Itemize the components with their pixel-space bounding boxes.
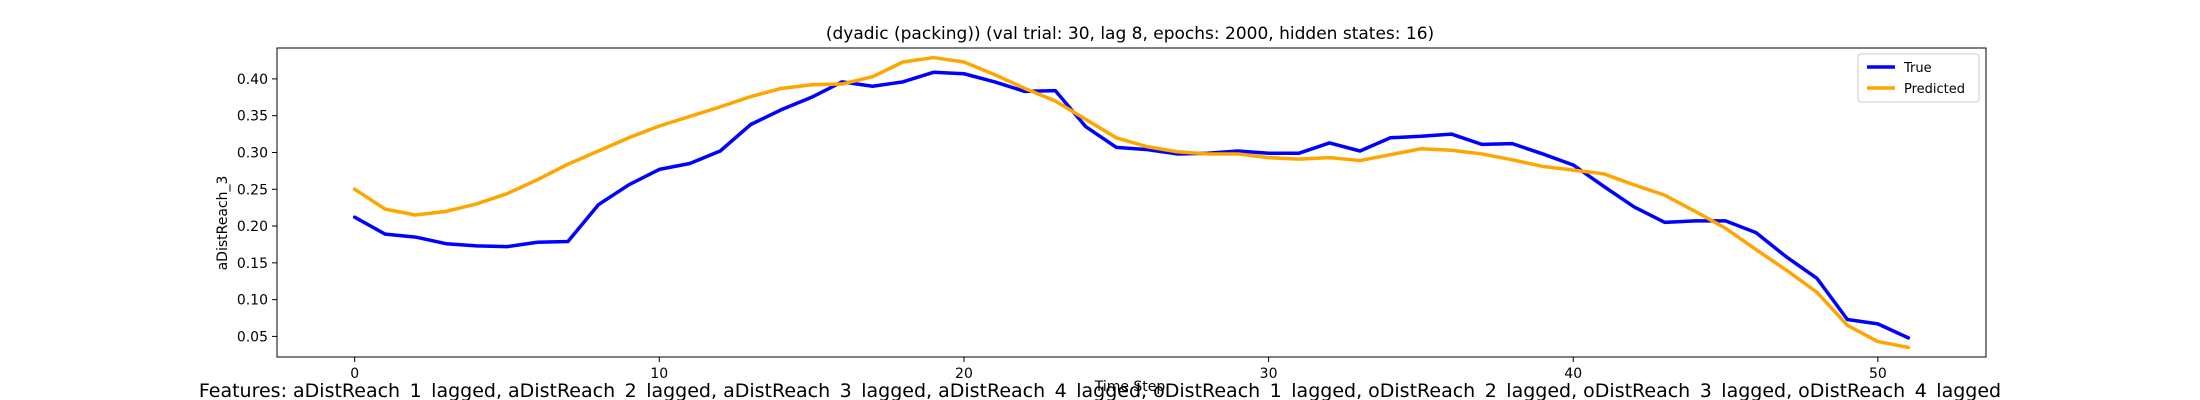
x-tick-label: 0 <box>350 366 359 382</box>
x-tick-label: 40 <box>1564 366 1582 382</box>
y-tick-label: 0.05 <box>237 329 268 345</box>
y-tick-label: 0.20 <box>237 219 268 235</box>
y-tick-label: 0.10 <box>237 293 268 309</box>
y-axis: 0.05 0.10 0.15 0.20 0.25 0.30 0.35 0.40 <box>237 72 277 345</box>
legend-label-predicted: Predicted <box>1904 82 1965 97</box>
y-axis-label: aDistReach_3 <box>215 176 231 271</box>
x-tick-label: 10 <box>650 366 668 382</box>
x-tick-label: 30 <box>1260 366 1278 382</box>
series-line-predicted <box>352 55 1911 350</box>
series-line-true <box>352 70 1911 340</box>
features-caption: Features: aDistReach_1_lagged, aDistReac… <box>199 380 2001 400</box>
y-tick-label: 0.40 <box>237 72 268 88</box>
series-layer <box>352 55 1911 350</box>
x-tick-label: 20 <box>955 366 973 382</box>
y-tick-label: 0.30 <box>237 145 268 161</box>
x-tick-label: 50 <box>1869 366 1887 382</box>
x-axis: 0 10 20 30 40 50 <box>350 357 1887 382</box>
legend: True Predicted <box>1857 53 1980 103</box>
chart-title: (dyadic (packing)) (val trial: 30, lag 8… <box>826 24 1434 44</box>
y-tick-label: 0.15 <box>237 256 268 272</box>
plot-area <box>276 47 1987 358</box>
legend-label-true: True <box>1903 61 1932 76</box>
x-axis-label: Time Step <box>1094 379 1166 395</box>
plot-frame <box>276 47 1987 358</box>
y-tick-label: 0.25 <box>237 182 268 198</box>
y-tick-label: 0.35 <box>237 109 268 125</box>
